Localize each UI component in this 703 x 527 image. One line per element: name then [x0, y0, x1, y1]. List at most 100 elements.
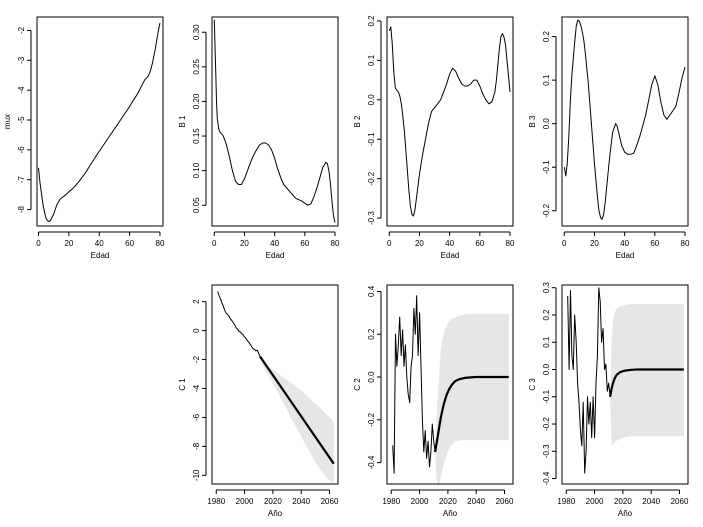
y-tick-label: -0.4 — [542, 471, 551, 485]
y-tick-label: 0.1 — [542, 74, 551, 86]
x-tick-label: 1980 — [382, 497, 400, 506]
prediction-band — [435, 313, 509, 487]
y-tick-label: -6 — [192, 413, 201, 421]
y-tick-label: -2 — [192, 355, 201, 363]
y-tick-label: 0.25 — [192, 58, 201, 74]
y-tick-label: -0.2 — [542, 417, 551, 431]
y-tick-label: 0.2 — [542, 30, 551, 42]
x-tick-label: 60 — [300, 239, 309, 248]
y-tick-label: 0.2 — [542, 309, 551, 321]
y-tick-label: -0.3 — [542, 444, 551, 458]
x-tick-label: 80 — [156, 239, 165, 248]
y-tick-label: 0.20 — [192, 93, 201, 109]
y-tick-label: 0.05 — [192, 197, 201, 213]
y-axis-title: C 3 — [528, 378, 537, 391]
plot-frame — [386, 16, 514, 227]
x-axis-title: Año — [268, 509, 283, 518]
x-tick-label: 1980 — [207, 497, 225, 506]
series-line-0 — [388, 26, 511, 217]
panel-3: 0 20 40 60 80 -0.3 -0.2 -0.1 0.0 0.1 0.2 Edad B 2 — [353, 15, 515, 260]
y-tick-label: 0.15 — [192, 128, 201, 144]
prediction-band — [610, 304, 684, 446]
x-tick-label: 80 — [506, 239, 515, 248]
x-tick-label: 60 — [650, 239, 659, 248]
y-tick-label: 0.10 — [192, 162, 201, 178]
x-tick-label: 60 — [125, 239, 134, 248]
x-tick-label: 2020 — [264, 497, 282, 506]
panel-4: 0 20 40 60 80 -0.2 -0.1 0.0 0.1 0.2 Edad B 3 — [528, 16, 690, 260]
y-tick-label: -4 — [17, 86, 26, 94]
x-tick-label: 20 — [415, 239, 424, 248]
x-tick-label: 2000 — [411, 497, 429, 506]
y-axis-title: B 1 — [178, 115, 187, 128]
y-tick-label: -0.3 — [367, 211, 376, 225]
x-tick-label: 20 — [590, 239, 599, 248]
y-tick-label: -0.4 — [367, 455, 376, 469]
series-line-forecast — [434, 375, 509, 453]
x-axis-title: Año — [618, 509, 633, 518]
plot-frame — [561, 16, 689, 227]
x-tick-label: 0 — [562, 239, 567, 248]
x-tick-label: 0 — [36, 239, 41, 248]
y-tick-label: -0.1 — [367, 132, 376, 146]
y-tick-label: 0.2 — [367, 328, 376, 340]
y-tick-label: 0.3 — [542, 282, 551, 294]
x-tick-label: 1980 — [557, 497, 575, 506]
panel-7: 1980 2000 2020 2040 2060 -0.4 -0.3 -0.2 -0.1 0.0 0… — [528, 282, 689, 518]
x-tick-label: 80 — [681, 239, 690, 248]
x-axis-title: Edad — [91, 251, 110, 260]
panel-1: 0 20 40 60 80 -8 -7 -6 -5 -4 -3 -2 Edad mux — [3, 16, 165, 260]
x-tick-label: 40 — [95, 239, 104, 248]
y-tick-label: -10 — [192, 469, 201, 481]
y-axis-title: B 2 — [353, 115, 362, 128]
y-axis-title: mux — [3, 114, 12, 129]
y-tick-label: 0.0 — [542, 363, 551, 375]
y-tick-label: 0 — [192, 328, 201, 333]
x-tick-label: 2020 — [439, 497, 457, 506]
plot-frame — [561, 284, 689, 485]
series-line-observed — [567, 287, 611, 474]
x-tick-label: 20 — [64, 239, 73, 248]
panel-2: 0 20 40 60 80 0.05 0.10 0.15 0.20 0.25 0.30 Edad B 1 — [178, 16, 340, 260]
series-line-forecast — [609, 368, 684, 397]
panel-6: 1980 2000 2020 2040 2060 -0.4 -0.2 0.0 0.2 0.4 Año… — [353, 284, 514, 518]
x-axis-title: Año — [443, 509, 458, 518]
y-axis-title: B 3 — [528, 115, 537, 128]
plot-frame — [211, 16, 339, 227]
x-axis-title: Edad — [441, 251, 460, 260]
x-tick-label: 20 — [240, 239, 249, 248]
prediction-band — [260, 361, 334, 484]
x-tick-label: 0 — [387, 239, 392, 248]
x-tick-label: 0 — [212, 239, 217, 248]
x-tick-label: 2040 — [292, 497, 310, 506]
series-line-observed — [217, 291, 261, 357]
y-axis-title: C 2 — [353, 378, 362, 391]
series-line-observed — [392, 295, 436, 474]
y-tick-label: -0.2 — [367, 412, 376, 426]
plot-frame — [211, 284, 339, 485]
y-tick-label: -0.1 — [542, 389, 551, 403]
x-tick-label: 40 — [270, 239, 279, 248]
y-tick-label: -2 — [17, 26, 26, 34]
x-tick-label: 2000 — [236, 497, 254, 506]
y-tick-label: -7 — [17, 176, 26, 184]
series-line-forecast — [259, 355, 335, 465]
y-tick-label: 0.4 — [367, 285, 376, 297]
y-tick-label: 0.1 — [542, 336, 551, 348]
x-tick-label: 2040 — [642, 497, 660, 506]
y-tick-label: 2 — [192, 299, 201, 304]
x-tick-label: 40 — [620, 239, 629, 248]
series-line-0 — [38, 22, 161, 222]
plot-frame — [36, 16, 164, 227]
x-axis-title: Edad — [266, 251, 285, 260]
y-tick-label: 0.0 — [367, 94, 376, 106]
x-axis-title: Edad — [616, 251, 635, 260]
x-tick-label: 80 — [331, 239, 340, 248]
x-tick-label: 2020 — [614, 497, 632, 506]
panel-5: 1980 2000 2020 2040 2060 -10 -8 -6 -4 -2 0 2 Año C 1 — [178, 284, 339, 518]
series-line-0 — [563, 19, 686, 220]
y-tick-label: 0.0 — [367, 371, 376, 383]
y-tick-label: -0.2 — [542, 203, 551, 217]
y-tick-label: -0.2 — [367, 171, 376, 185]
